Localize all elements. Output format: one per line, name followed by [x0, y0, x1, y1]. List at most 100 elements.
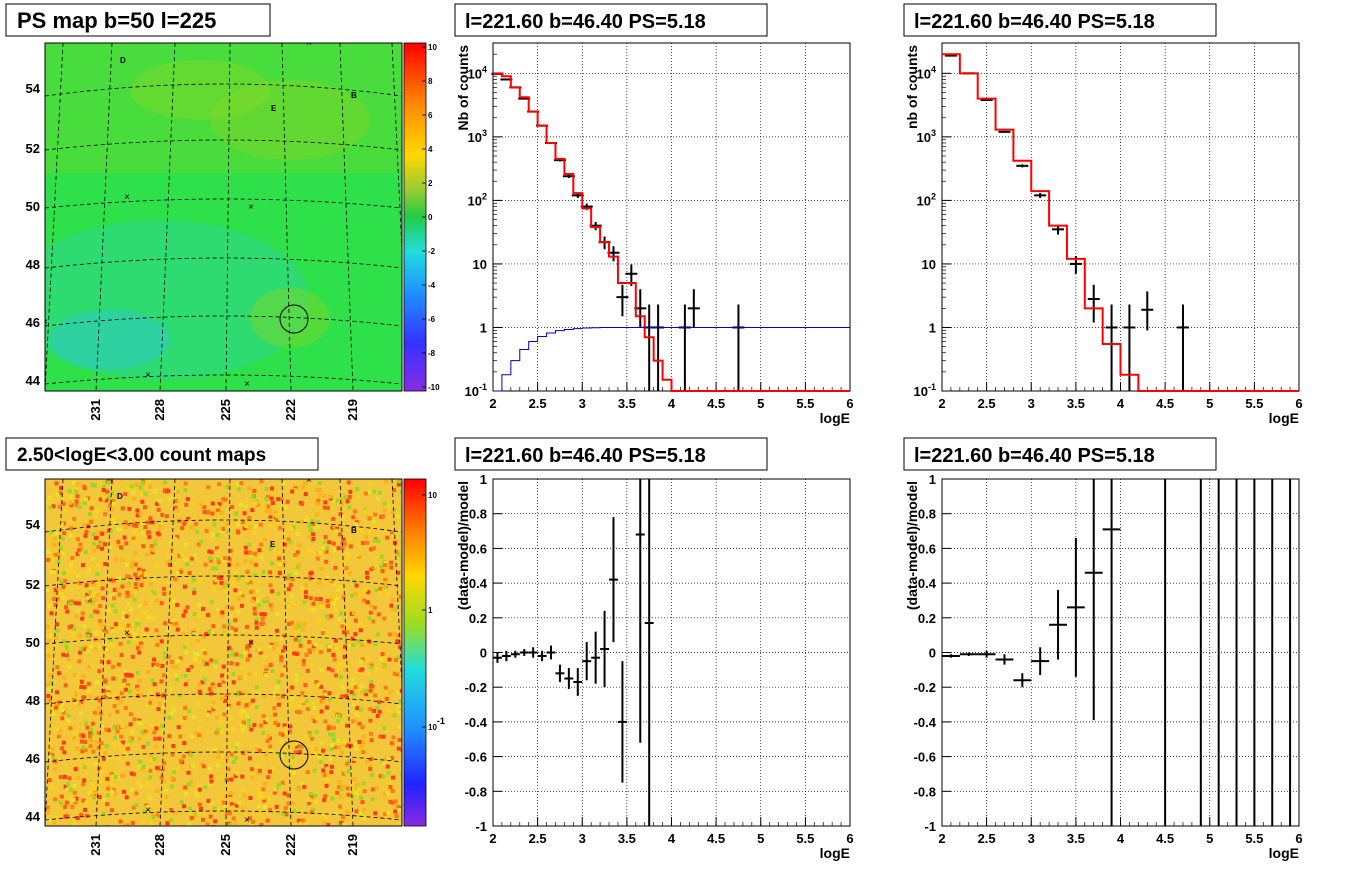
count-pixel [87, 590, 92, 595]
count-pixel [339, 501, 344, 506]
count-pixel [332, 524, 337, 529]
colorbar-tick-label: -10 [428, 383, 440, 392]
count-pixel [207, 687, 212, 692]
count-pixel [187, 571, 192, 576]
count-pixel [134, 618, 139, 623]
count-pixel [248, 550, 253, 555]
count-pixel [354, 712, 359, 717]
count-pixel [151, 812, 155, 817]
count-pixel [323, 719, 328, 724]
count-pixel [311, 648, 316, 653]
count-pixel [100, 546, 104, 551]
count-pixel [89, 796, 94, 801]
count-pixel [208, 558, 213, 563]
count-pixel [355, 706, 360, 711]
chart-title: l=221.60 b=46.40 PS=5.18 [465, 445, 706, 467]
count-pixel [143, 571, 148, 576]
count-pixel [141, 745, 146, 749]
count-pixel [288, 540, 293, 545]
model-histogram-blue [493, 326, 850, 392]
count-pixel [57, 671, 61, 676]
count-pixel [270, 501, 275, 505]
ps-map-panel: PS map b=50 l=225 D E B × × × × × × 4446… [5, 3, 440, 421]
count-pixel [286, 793, 291, 798]
count-pixel [171, 707, 176, 712]
count-pixel [257, 548, 262, 553]
count-pixel [62, 650, 67, 655]
count-pixel [97, 778, 102, 783]
count-pixel [254, 765, 259, 770]
count-pixel [162, 480, 167, 485]
count-pixel [111, 578, 116, 583]
x-marker-icon: × [145, 370, 151, 381]
count-pixel [84, 530, 89, 535]
count-pixel [77, 504, 82, 509]
count-pixel [348, 544, 353, 549]
count-pixel [228, 791, 233, 796]
count-pixel [231, 760, 236, 764]
count-pixel [165, 821, 170, 826]
count-pixel [251, 819, 255, 824]
count-pixel [286, 537, 291, 542]
count-pixel [128, 712, 133, 717]
count-pixel [263, 537, 267, 542]
count-pixel [115, 586, 120, 591]
count-pixel [98, 481, 103, 485]
count-pixel [82, 685, 87, 690]
count-pixel [383, 685, 388, 690]
count-pixel [154, 744, 159, 749]
count-pixel [104, 574, 109, 579]
count-pixel [214, 566, 219, 571]
count-pixel [146, 479, 151, 483]
count-pixel [254, 625, 259, 630]
count-pixel [307, 648, 312, 653]
count-pixel [368, 610, 373, 615]
count-pixel [267, 567, 272, 572]
count-pixel [387, 709, 392, 714]
count-pixel [292, 651, 297, 656]
count-pixel [219, 580, 224, 585]
x-tick-label: 3 [579, 396, 586, 411]
count-pixel [238, 675, 243, 680]
count-pixel [79, 700, 84, 704]
count-pixel [103, 562, 108, 566]
count-pixel [298, 746, 302, 751]
count-pixel [293, 625, 298, 630]
y-tick-label: -0.8 [465, 784, 487, 799]
x-tick-label: 2.5 [978, 831, 996, 846]
count-pixel [82, 486, 87, 490]
count-pixel [58, 800, 63, 805]
count-pixel [375, 667, 380, 672]
count-pixel [148, 516, 153, 521]
count-pixel [55, 605, 60, 610]
count-pixel [293, 637, 298, 642]
count-map-title: 2.50<logE<3.00 count maps [17, 445, 266, 466]
count-pixel [166, 628, 171, 633]
count-pixel [233, 755, 238, 760]
residual-point [1084, 479, 1103, 721]
count-pixel [359, 744, 364, 749]
count-pixel [309, 637, 314, 642]
count-pixel [323, 540, 327, 545]
count-pixel [116, 539, 121, 544]
count-pixel [340, 624, 345, 629]
count-pixel [72, 698, 77, 702]
count-pixel [245, 578, 250, 583]
count-pixel [84, 583, 89, 588]
count-pixel [334, 673, 338, 678]
count-pixel [397, 737, 402, 742]
count-pixel [389, 560, 393, 565]
count-pixel [276, 591, 281, 596]
count-pixel [121, 615, 126, 620]
count-pixel [120, 506, 125, 511]
count-pixel [87, 567, 92, 571]
count-pixel [92, 541, 97, 546]
count-pixel [373, 539, 378, 544]
count-pixel [127, 575, 132, 579]
count-pixel [197, 802, 202, 807]
y-axis-label: Nb of counts [455, 45, 471, 131]
count-pixel [331, 737, 336, 742]
count-pixel [59, 580, 64, 585]
count-pixel [230, 652, 235, 657]
count-pixel [89, 781, 94, 786]
